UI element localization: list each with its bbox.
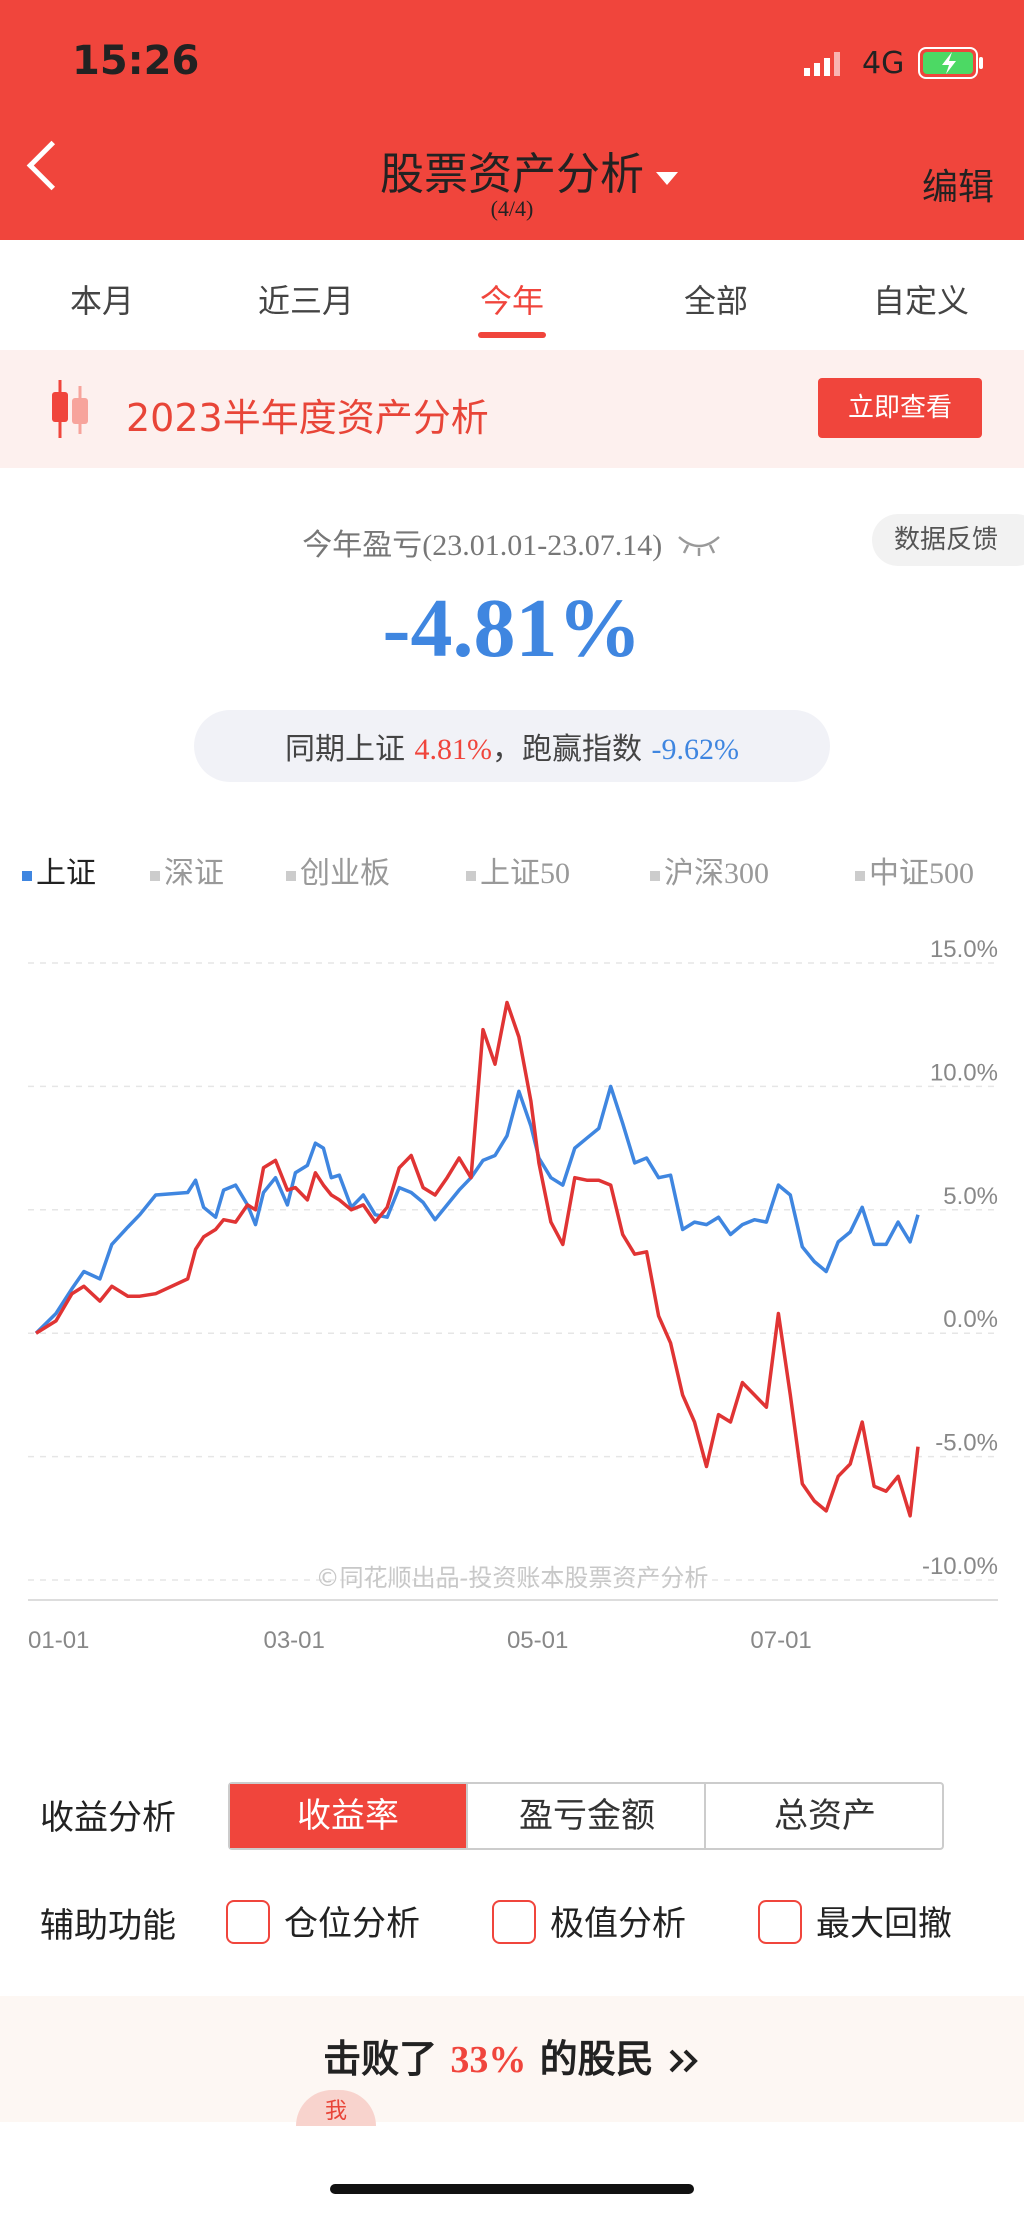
y-tick-label: 5.0% (943, 1183, 998, 1210)
app-header (0, 0, 1024, 240)
legend-dot (855, 871, 865, 882)
extreme-analysis-label[interactable]: 极值分析 (550, 1904, 686, 1944)
legend-csi500[interactable]: 中证500 (855, 848, 974, 892)
tab-this-year[interactable]: 今年 (479, 282, 544, 320)
legend-sse50[interactable]: 上证50 (466, 848, 570, 892)
max-drawdown-label[interactable]: 最大回撤 (816, 1904, 952, 1944)
candlestick-icon (46, 378, 94, 444)
beat-suffix: 的股民 (539, 2037, 654, 2081)
x-tick-label: 01-01 (28, 1627, 89, 1654)
home-indicator[interactable] (330, 2184, 694, 2194)
aux-function-label: 辅助功能 (40, 1906, 176, 1946)
y-tick-label: 15.0% (930, 936, 998, 963)
legend-dot (22, 871, 32, 882)
metric-selector: 收益率 盈亏金额 总资产 (228, 1782, 944, 1850)
excess-return: -9.62% (651, 733, 740, 766)
legend-dot (650, 871, 660, 882)
edit-button[interactable]: 编辑 (922, 167, 995, 208)
x-tick-label: 03-01 (263, 1627, 324, 1654)
tab-custom[interactable]: 自定义 (872, 282, 969, 320)
chevron-down-icon[interactable] (656, 172, 678, 185)
beat-percent: 33% (450, 2039, 527, 2081)
y-tick-label: 0.0% (943, 1306, 998, 1333)
beat-prefix: 击败了 (323, 2037, 438, 2081)
signal-icon (804, 52, 846, 80)
max-drawdown-checkbox[interactable] (758, 1900, 802, 1944)
legend-csi300[interactable]: 沪深300 (650, 848, 769, 892)
profit-period-text: 今年盈亏(23.01.01-23.07.14) (302, 529, 663, 562)
ranking-text[interactable]: 击败了 33% 的股民 (0, 2028, 1024, 2084)
view-now-button[interactable]: 立即查看 (818, 378, 982, 438)
index-return: 4.81% (414, 733, 493, 766)
profit-period: 今年盈亏(23.01.01-23.07.14) (0, 520, 1024, 565)
x-tick-label: 05-01 (507, 1627, 568, 1654)
ranking-banner[interactable] (0, 1996, 1024, 2122)
compare-mid: ，跑赢指数 (492, 732, 642, 767)
double-chevron-right-icon (667, 2040, 701, 2084)
chart-watermark: ©同花顺出品-投资账本股票资产分析 (316, 1564, 709, 1592)
battery-icon (918, 47, 984, 83)
tab-three-months[interactable]: 近三月 (257, 282, 354, 320)
return-chart[interactable]: 15.0% 10.0% 5.0% 0.0% -5.0% -10.0% 01-01 03-01 0… (0, 920, 1024, 1700)
legend-label: 上证50 (480, 857, 570, 890)
y-tick-label: 10.0% (930, 1059, 998, 1086)
status-time: 15:26 (72, 38, 200, 84)
position-analysis-label[interactable]: 仓位分析 (284, 1904, 420, 1944)
legend-shenzhen[interactable]: 深证 (150, 848, 224, 892)
network-label: 4G (862, 46, 905, 81)
y-tick-label: -5.0% (935, 1430, 998, 1457)
feedback-button[interactable]: 数据反馈 (872, 514, 1024, 566)
legend-label: 上证 (36, 857, 96, 890)
tab-this-month[interactable]: 本月 (69, 282, 134, 320)
legend-label: 创业板 (300, 857, 390, 890)
legend-shanghai[interactable]: 上证 (22, 848, 96, 892)
page-indicator: (4/4) (490, 196, 534, 221)
legend-dot (150, 871, 160, 882)
segment-return-rate[interactable]: 收益率 (230, 1784, 466, 1848)
segment-total-assets[interactable]: 总资产 (704, 1784, 944, 1848)
page-title[interactable]: 股票资产分析 (380, 149, 644, 200)
tab-indicator (478, 332, 546, 338)
index-compare: 同期上证 4.81%，跑赢指数 -9.62% (194, 724, 830, 768)
legend-dot (466, 871, 476, 882)
compare-pill (194, 710, 830, 782)
legend-dot (286, 871, 296, 882)
return-analysis-label: 收益分析 (40, 1798, 176, 1838)
eye-closed-icon[interactable] (676, 531, 722, 565)
legend-label: 中证500 (869, 857, 974, 890)
legend-label: 沪深300 (664, 857, 769, 890)
segment-profit-amount[interactable]: 盈亏金额 (466, 1784, 706, 1848)
position-analysis-checkbox[interactable] (226, 1900, 270, 1944)
tab-all[interactable]: 全部 (683, 282, 748, 320)
y-tick-label: -10.0% (922, 1553, 998, 1580)
banner-title: 2023半年度资产分析 (126, 396, 489, 440)
series-line-portfolio (35, 1000, 920, 1518)
extreme-analysis-checkbox[interactable] (492, 1900, 536, 1944)
series-line-shanghai (34, 1084, 920, 1335)
x-tick-label: 07-01 (750, 1627, 811, 1654)
legend-label: 深证 (164, 857, 224, 890)
compare-prefix: 同期上证 (284, 732, 405, 767)
return-percent: -4.81% (382, 582, 642, 675)
legend-chinext[interactable]: 创业板 (286, 848, 390, 892)
